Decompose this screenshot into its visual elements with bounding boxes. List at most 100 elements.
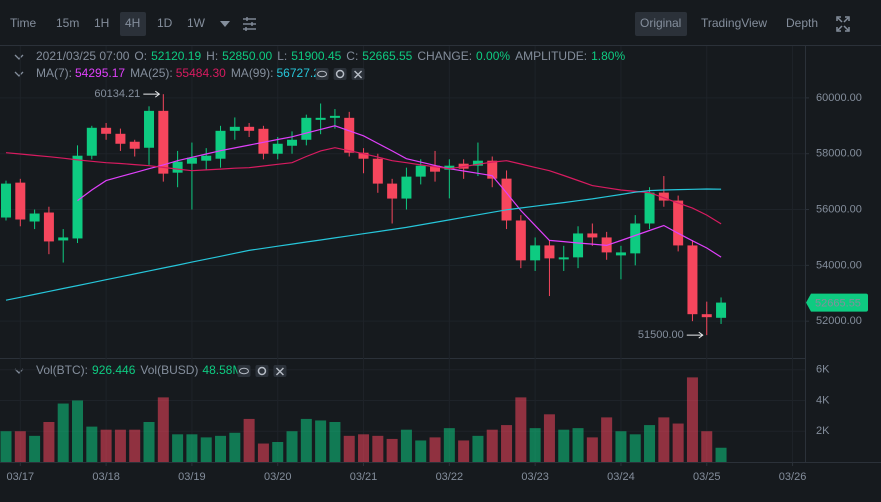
interval-button[interactable]: 1D	[157, 16, 173, 30]
volume-bar	[0, 431, 12, 462]
collapse-chevron[interactable]	[14, 54, 24, 60]
volume-bar	[672, 423, 684, 462]
candle-body	[287, 139, 298, 146]
candle-body	[101, 127, 112, 134]
volume-bar	[186, 434, 198, 462]
info-text: 0.00%	[476, 49, 510, 63]
volume-bar	[300, 418, 312, 462]
volume-bar	[272, 442, 284, 462]
volume-bar	[372, 435, 384, 462]
legend-icon-box[interactable]	[237, 365, 251, 377]
candle-body	[258, 128, 269, 154]
collapse-chevron[interactable]	[14, 368, 24, 374]
fullscreen-icon[interactable]	[836, 16, 850, 32]
candle-body	[186, 157, 197, 164]
volume-bar	[215, 435, 227, 462]
info-text: 51900.45	[291, 49, 341, 63]
volume-bar	[358, 434, 370, 462]
volume-bar	[243, 418, 255, 462]
eye-icon[interactable]	[317, 70, 328, 78]
gear-icon[interactable]	[335, 69, 345, 79]
annotation-label: 51500.00	[638, 329, 684, 341]
candle-body	[1, 183, 12, 218]
info-text: H:	[206, 49, 218, 63]
overlay: Time 15m 1H 4H 1D 1W Original TradingView Depth 2…	[7, 12, 868, 483]
interval-button[interactable]: Time	[10, 16, 37, 30]
interval-dropdown[interactable]	[220, 21, 230, 27]
info-text: MA(99):	[231, 66, 274, 80]
candle-body	[716, 302, 727, 318]
volume-bar	[415, 440, 427, 462]
volume-bar	[515, 397, 527, 462]
volume-tick-label: 6K	[816, 364, 830, 376]
gear-icon[interactable]	[257, 366, 267, 376]
candle-body	[630, 223, 641, 254]
interval-button[interactable]: 15m	[56, 16, 79, 30]
candle-body	[687, 245, 698, 315]
volume-bar	[472, 435, 484, 462]
volume-bar	[286, 431, 298, 462]
ma-line	[77, 125, 722, 258]
candle-body	[86, 127, 97, 156]
settings-icon[interactable]	[243, 17, 256, 31]
close-icon[interactable]	[354, 70, 363, 79]
volume-bar	[86, 426, 98, 462]
candle-body	[515, 220, 526, 261]
view-button[interactable]: TradingView	[701, 16, 767, 30]
info-text: 52120.19	[151, 49, 201, 63]
candle-body	[372, 158, 383, 184]
interval-button[interactable]: 4H	[125, 16, 140, 30]
x-tick-label: 03/23	[521, 471, 549, 483]
volume-bar	[14, 431, 26, 462]
eye-icon[interactable]	[238, 367, 249, 375]
candle-body	[587, 233, 598, 238]
info-text: 56727.29	[277, 66, 327, 80]
volume-bar	[658, 417, 670, 462]
candle-body	[201, 155, 212, 161]
candle-body	[701, 314, 712, 318]
candle-body	[658, 192, 669, 201]
candle-body	[544, 245, 555, 259]
legend-icon-box[interactable]	[255, 365, 269, 377]
close-icon[interactable]	[275, 367, 284, 376]
candle-body	[129, 141, 140, 149]
volume-bar	[329, 422, 341, 462]
volume-bar	[543, 414, 555, 462]
volume-bar	[343, 435, 355, 462]
view-active-bg	[635, 12, 687, 36]
volume-bar	[486, 429, 498, 462]
volume-bar	[400, 429, 412, 462]
candle-body	[358, 152, 369, 159]
candle-body	[501, 178, 512, 221]
collapse-chevron[interactable]	[14, 71, 24, 77]
volume-bar	[315, 420, 327, 462]
view-button[interactable]: Depth	[786, 16, 818, 30]
view-button[interactable]: Original	[640, 16, 681, 30]
annotation-label: 60134.21	[94, 88, 140, 100]
interval-button[interactable]: 1H	[94, 16, 109, 30]
candle-body	[244, 126, 255, 131]
legend-icon-box[interactable]	[333, 68, 347, 80]
volume-bar	[572, 428, 584, 462]
candle-body	[43, 212, 54, 242]
y-tick-label: 54000.00	[816, 259, 862, 271]
x-tick-label: 03/24	[607, 471, 635, 483]
info-text: 1.80%	[591, 49, 625, 63]
legend-icon-box[interactable]	[315, 68, 329, 80]
volume-tick-label: 2K	[816, 425, 830, 437]
y-tick-label: 58000.00	[816, 148, 862, 160]
candle-body	[158, 110, 169, 174]
interval-button[interactable]: 1W	[187, 16, 206, 30]
candle-body	[172, 161, 183, 173]
info-text: MA(7):	[36, 66, 72, 80]
volume-legend: Vol(BTC): 926.446 Vol(BUSD) 48.58M	[36, 363, 242, 377]
interval-active-bg	[120, 12, 146, 36]
candle-body	[272, 143, 283, 154]
info-text: L:	[277, 49, 287, 63]
candle-body	[573, 233, 584, 258]
volume-bar	[43, 422, 55, 462]
ohlc-info: 2021/03/25 07:00 O: 52120.19 H: 52850.00 L: 51…	[36, 49, 625, 63]
volume-bar	[114, 429, 126, 462]
volume-bar	[229, 432, 241, 462]
candle-body	[215, 130, 226, 159]
